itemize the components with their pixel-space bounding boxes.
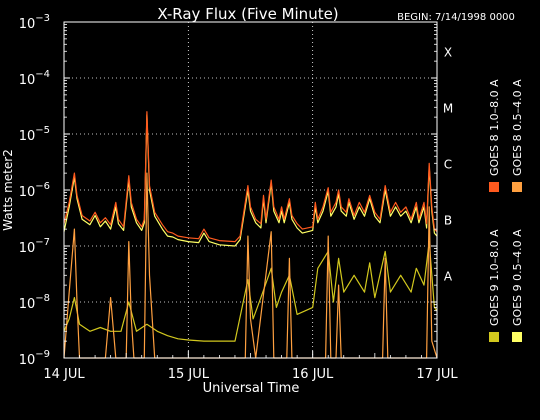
y-tick-label-6: 10−9 (19, 349, 50, 368)
flare-class-label-0: X (444, 45, 452, 59)
legend-label-1-0: GOES 9 0.5–4.0 A (511, 229, 524, 326)
x-tick-label-0: 14 JUL (43, 367, 85, 382)
series-line-0 (63, 111, 438, 243)
chart-title: X-Ray Flux (Five Minute) (157, 5, 338, 23)
y-tick-label-1: 10−4 (19, 69, 50, 88)
legend-swatch-0-1 (489, 182, 499, 192)
y-tick-label-5: 10−8 (19, 293, 50, 312)
x-axis-label: Universal Time (203, 381, 300, 396)
flare-class-label-2: C (444, 157, 452, 171)
y-axis-label: Watts meter2 (1, 149, 15, 231)
x-tick-label-2: 16 JUL (292, 367, 334, 382)
legend-label-0-0: GOES 9 1.0–8.0 A (488, 229, 501, 326)
legend: GOES 9 1.0–8.0 A GOES 8 1.0–8.0 A GOES 9 0… (488, 79, 524, 342)
begin-label: BEGIN: 7/14/1998 0000 (397, 12, 515, 23)
legend-swatch-0-0 (489, 332, 499, 342)
y-tick-label-0: 10−3 (19, 13, 50, 32)
x-tick-label-1: 15 JUL (168, 367, 210, 382)
legend-label-0-1: GOES 8 1.0–8.0 A (488, 79, 501, 176)
x-tick-label-3: 17 JUL (416, 367, 458, 382)
y-tick-label-3: 10−6 (19, 181, 50, 200)
series-line-2 (63, 241, 438, 342)
flare-class-label-1: M (443, 101, 453, 115)
y-tick-label-4: 10−7 (19, 237, 50, 256)
legend-swatch-1-0 (512, 332, 522, 342)
ticks: 10−3 10−4 10−5 10−6 10−7 10−8 10−914 JUL 15 JUL… (19, 13, 459, 382)
legend-label-1-1: GOES 8 0.5–4.0 A (511, 79, 524, 176)
flare-class-label-3: B (444, 213, 452, 227)
flare-class-label-4: A (444, 269, 453, 283)
gridlines (64, 22, 437, 358)
legend-swatch-1-1 (512, 182, 522, 192)
y-tick-label-2: 10−5 (19, 125, 50, 144)
